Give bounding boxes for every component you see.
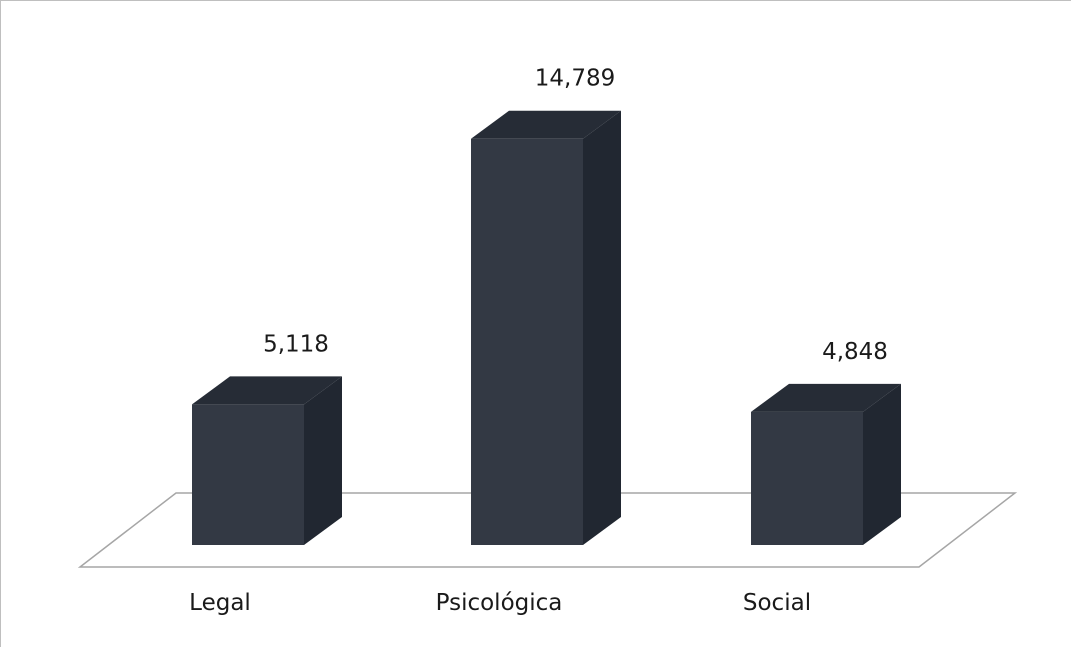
bars-group [192, 110, 901, 546]
bar-front-face [192, 404, 304, 545]
bar-top-face [192, 376, 342, 405]
bar-side-face [304, 376, 342, 545]
x-tick-label-legal: Legal [189, 590, 251, 616]
data-label-legal: 5,118 [263, 331, 329, 357]
bar-front-face [751, 411, 863, 545]
labels-group: 5,118 Legal 14,789 Psicológica 4,848 Social [189, 66, 888, 616]
bar-legal [192, 376, 342, 545]
bar-side-face [583, 110, 621, 546]
data-label-psicologica: 14,789 [535, 66, 615, 92]
bar-front-face [471, 138, 583, 546]
x-tick-label-psicologica: Psicológica [436, 590, 563, 616]
data-label-social: 4,848 [822, 339, 888, 365]
bar-top-face [471, 110, 621, 139]
bar-social [751, 383, 901, 545]
bar-top-face [751, 383, 901, 412]
chart-floor [77, 492, 1018, 568]
bar-side-face [863, 383, 901, 545]
x-tick-label-social: Social [743, 590, 811, 616]
bar-psicologica [471, 110, 621, 546]
